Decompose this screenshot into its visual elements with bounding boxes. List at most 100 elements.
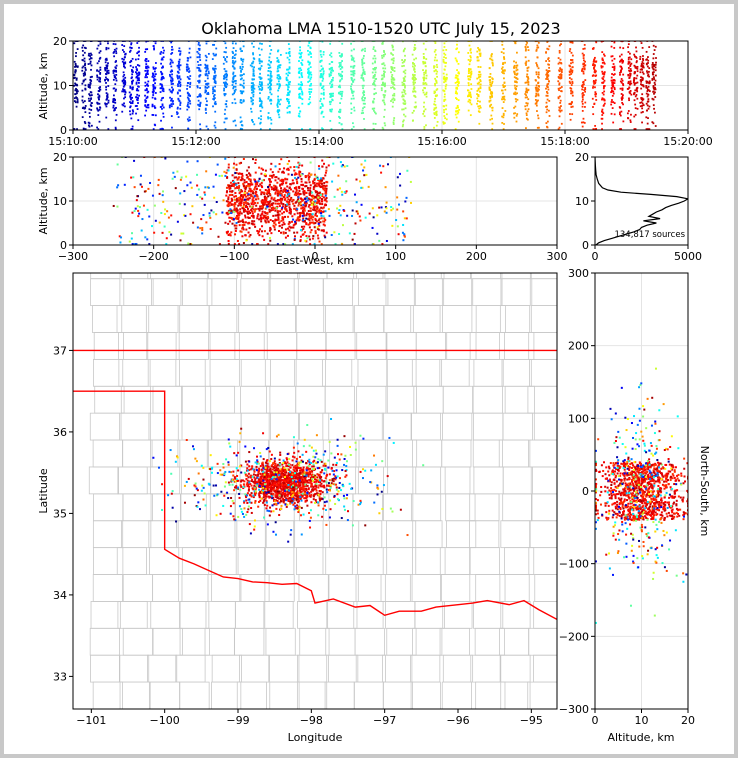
east-west-source-point (341, 243, 344, 245)
time-height-source-point (206, 74, 209, 77)
time-height-source-point (84, 107, 87, 109)
time-height-source-point (381, 42, 384, 45)
east-west-source-point (274, 192, 277, 195)
time-height-source-point (393, 117, 396, 119)
east-west-source-point (309, 189, 312, 192)
time-height-source-point (534, 99, 537, 101)
east-west-source-point (247, 231, 250, 234)
time-height-source-point (392, 121, 395, 124)
east-west-source-point (232, 185, 235, 188)
east-west-source-point (275, 176, 278, 179)
time-height-source-point (338, 74, 341, 77)
east-west-source-point (237, 199, 240, 202)
time-height-source-point (362, 77, 365, 80)
time-height-source-point (87, 54, 90, 57)
east-west-source-point (227, 166, 230, 169)
time-height-source-point (234, 85, 237, 88)
east-west-source-point (308, 181, 311, 184)
time-height-source-point (223, 84, 226, 87)
chart-title: Oklahoma LMA 1510-1520 UTC July 15, 2023 (201, 19, 560, 38)
east-west-source-point (338, 233, 341, 236)
time-height-source-point (611, 59, 614, 62)
time-height-source-point (612, 101, 615, 104)
time-height-source-point (647, 117, 649, 120)
time-height-source-point (381, 99, 384, 102)
time-height-source-point (457, 84, 460, 87)
east-west-source-point (338, 209, 341, 212)
time-height-source-point (260, 65, 263, 67)
time-height-source-point (179, 78, 182, 81)
time-height-source-point (500, 51, 503, 54)
east-west-source-point (234, 202, 237, 205)
time-height-source-point (594, 91, 597, 94)
time-height-source-point (600, 66, 603, 69)
time-height-source-point (178, 80, 181, 83)
east-west-source-point (162, 200, 165, 203)
time-height-source-point (476, 90, 479, 92)
time-height-source-point (514, 98, 517, 100)
east-west-source-point (309, 243, 312, 245)
time-height-source-point (413, 67, 416, 70)
east-west-source-point (123, 183, 126, 186)
time-height-source-point (490, 84, 493, 86)
east-west-source-point (179, 192, 182, 195)
east-west-source-point (310, 215, 313, 218)
time-height-source-point (144, 81, 147, 84)
east-west-source-point (396, 196, 399, 199)
east-west-source-point (263, 230, 266, 233)
east-west-source-point (205, 170, 208, 173)
time-height-source-point (477, 88, 480, 91)
east-west-source-point (403, 233, 406, 236)
time-height-source-point (582, 57, 585, 59)
east-west-source-point (202, 214, 205, 217)
east-west-source-point (353, 232, 356, 235)
time-height-source-point (76, 90, 79, 93)
east-west-source-point (315, 185, 318, 188)
east-west-source-point (236, 209, 239, 212)
time-height-source-point (635, 50, 638, 53)
east-west-source-point (318, 208, 321, 211)
time-height-source-point (513, 112, 515, 115)
time-height-source-point (592, 63, 595, 66)
time-height-source-point (259, 122, 262, 125)
time-height-source-point (653, 63, 656, 66)
time-height-source-point (260, 77, 263, 80)
time-height-source-point (401, 91, 404, 94)
east-west-source-point (303, 220, 306, 223)
east-west-source-point (241, 235, 244, 238)
east-west-source-point (287, 198, 290, 201)
time-height-source-point (162, 52, 165, 54)
time-height-source-point (423, 115, 426, 118)
time-height-source-point (583, 47, 586, 50)
east-west-source-point (276, 211, 279, 214)
time-height-source-point (488, 87, 491, 90)
time-height-source-point (422, 42, 425, 45)
time-height-source-point (90, 109, 93, 111)
time-height-source-point (515, 66, 518, 69)
time-height-source-point (547, 71, 550, 74)
time-height-source-point (239, 83, 242, 86)
east-west-source-point (305, 204, 308, 207)
east-west-source-point (348, 232, 351, 235)
time-height-source-point (391, 105, 394, 108)
time-height-source-point (467, 72, 470, 75)
time-height-source-point (413, 94, 416, 97)
time-height-source-point (423, 73, 426, 76)
time-height-source-point (239, 99, 242, 102)
east-west-source-point (293, 213, 296, 216)
time-height-source-point (288, 66, 291, 69)
time-height-source-point (445, 108, 447, 111)
time-height-source-point (260, 89, 263, 91)
time-height-source-point (83, 57, 86, 60)
time-height-source-point (468, 75, 471, 78)
time-height-source-point (603, 73, 606, 76)
east-west-source-point (258, 234, 261, 237)
time-height-source-point (581, 70, 583, 72)
east-west-source-point (281, 178, 284, 181)
time-height-source-point (546, 108, 549, 111)
time-height-source-point (138, 82, 140, 84)
time-height-source-point (442, 49, 445, 52)
time-height-source-point (603, 90, 606, 93)
time-height-source-point (160, 72, 163, 75)
time-height-source-point (105, 105, 108, 108)
